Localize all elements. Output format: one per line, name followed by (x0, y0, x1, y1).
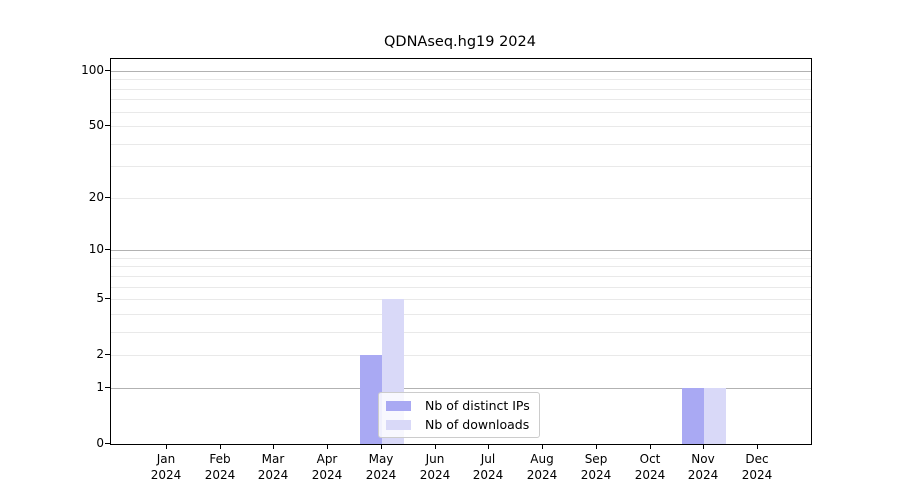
y-tick-label: 1 (96, 380, 104, 394)
y-axis-tick (105, 125, 110, 126)
h-gridline-minor (111, 89, 811, 90)
x-axis-tick (650, 444, 651, 449)
x-axis-tick (757, 444, 758, 449)
h-gridline-minor (111, 79, 811, 80)
y-tick-label: 5 (96, 291, 104, 305)
y-axis-tick (105, 354, 110, 355)
h-gridline-minor (111, 99, 811, 100)
y-axis-tick (105, 443, 110, 444)
bar-downloads (704, 388, 726, 444)
h-gridline-minor (111, 126, 811, 127)
h-gridline-minor (111, 266, 811, 267)
bar-distinct-ips (682, 388, 704, 444)
h-gridline-minor (111, 112, 811, 113)
y-axis-tick (105, 70, 110, 71)
h-gridline-minor (111, 287, 811, 288)
y-tick-label: 2 (96, 347, 104, 361)
x-tick-label: Aug 2024 (526, 452, 558, 482)
h-gridline-minor (111, 299, 811, 300)
x-tick-label: Oct 2024 (634, 452, 666, 482)
legend-label-downloads: Nb of downloads (425, 417, 530, 432)
h-gridline-major (111, 388, 811, 389)
legend-item-downloads: Nb of downloads (386, 417, 530, 432)
plot-area (110, 58, 812, 445)
legend-swatch-distinct-ips (386, 400, 411, 411)
y-tick-label: 100 (81, 63, 104, 77)
x-tick-label: Jun 2024 (419, 452, 451, 482)
h-gridline-minor (111, 258, 811, 259)
x-tick-label: Feb 2024 (204, 452, 236, 482)
h-gridline-minor (111, 355, 811, 356)
x-axis-tick (488, 444, 489, 449)
x-axis-tick (435, 444, 436, 449)
y-tick-label: 50 (88, 118, 104, 132)
x-tick-label: Nov 2024 (687, 452, 719, 482)
y-tick-label: 20 (88, 190, 104, 204)
x-axis-tick (273, 444, 274, 449)
h-gridline-minor (111, 166, 811, 167)
h-gridline-minor (111, 332, 811, 333)
legend-swatch-downloads (386, 419, 411, 430)
y-axis-tick (105, 249, 110, 250)
h-gridline-major (111, 71, 811, 72)
x-tick-label: Dec 2024 (741, 452, 773, 482)
h-gridline-minor (111, 314, 811, 315)
bar-distinct-ips (360, 355, 382, 444)
x-tick-label: Jul 2024 (472, 452, 504, 482)
x-tick-label: Apr 2024 (311, 452, 343, 482)
x-axis-tick (703, 444, 704, 449)
x-axis-tick (327, 444, 328, 449)
x-axis-tick (166, 444, 167, 449)
y-axis-tick (105, 298, 110, 299)
x-axis-tick (381, 444, 382, 449)
x-tick-label: May 2024 (365, 452, 397, 482)
y-tick-label: 10 (88, 242, 104, 256)
legend-label-distinct-ips: Nb of distinct IPs (425, 398, 530, 413)
x-tick-label: Jan 2024 (150, 452, 182, 482)
x-axis-tick (542, 444, 543, 449)
h-gridline-minor (111, 198, 811, 199)
chart-title: QDNAseq.hg19 2024 (384, 34, 536, 50)
h-gridline-major (111, 250, 811, 251)
x-axis-tick (220, 444, 221, 449)
y-axis-tick (105, 387, 110, 388)
y-axis-tick (105, 197, 110, 198)
x-axis-tick (596, 444, 597, 449)
x-tick-label: Sep 2024 (580, 452, 612, 482)
legend-item-distinct-ips: Nb of distinct IPs (386, 398, 530, 413)
h-gridline-minor (111, 276, 811, 277)
y-tick-label: 0 (96, 436, 104, 450)
x-tick-label: Mar 2024 (257, 452, 289, 482)
legend: Nb of distinct IPs Nb of downloads (378, 392, 540, 438)
h-gridline-minor (111, 144, 811, 145)
